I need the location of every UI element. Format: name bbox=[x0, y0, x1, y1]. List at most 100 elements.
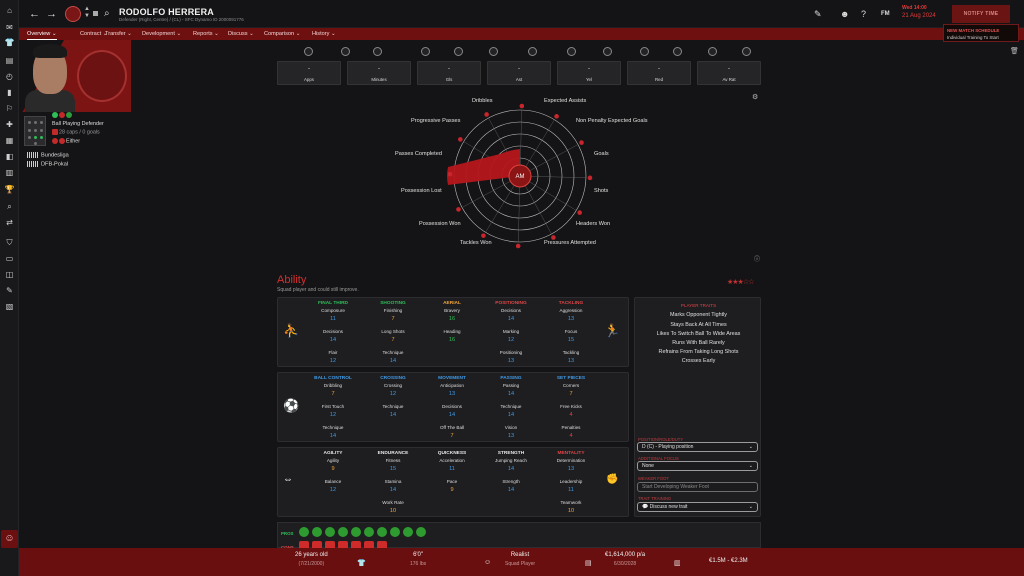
dev-centre-icon[interactable]: ◫ bbox=[5, 270, 14, 279]
con-trait-icon[interactable] bbox=[377, 541, 387, 550]
attr-name[interactable]: Penalties bbox=[561, 425, 581, 430]
attr-name[interactable]: Corners bbox=[562, 383, 580, 388]
attr-name[interactable]: Decisions bbox=[501, 308, 521, 313]
stat-box-minutes[interactable]: - Minutes bbox=[347, 61, 411, 85]
con-trait-icon[interactable] bbox=[338, 541, 348, 550]
radar-axis-dot[interactable] bbox=[484, 112, 489, 117]
radar-axis-dot[interactable] bbox=[458, 137, 463, 142]
pro-trait-icon[interactable] bbox=[390, 527, 400, 537]
stat-category-icon[interactable] bbox=[373, 47, 382, 56]
attr-name[interactable]: Balance bbox=[324, 479, 342, 484]
manager-avatar[interactable]: ☺ bbox=[1, 530, 18, 548]
radar-axis-dot[interactable] bbox=[481, 233, 486, 238]
menu-square-icon[interactable] bbox=[93, 11, 98, 16]
trophy-icon[interactable]: 🏆 bbox=[4, 185, 15, 194]
pro-trait-icon[interactable] bbox=[364, 527, 374, 537]
radar-axis-dot[interactable] bbox=[579, 140, 584, 145]
stat-category-icon[interactable] bbox=[708, 47, 717, 56]
con-trait-icon[interactable] bbox=[299, 541, 309, 550]
staff-icon[interactable]: ▮ bbox=[7, 88, 12, 97]
fm-logo[interactable]: FM bbox=[881, 11, 890, 17]
tab-overview[interactable]: Overview ⌄ bbox=[27, 28, 57, 40]
pro-trait-icon[interactable] bbox=[325, 527, 335, 537]
attr-name[interactable]: Composure bbox=[321, 308, 345, 313]
attr-name[interactable]: Positioning bbox=[499, 350, 523, 355]
con-trait-icon[interactable] bbox=[312, 541, 322, 550]
pro-trait-icon[interactable] bbox=[403, 527, 413, 537]
attr-name[interactable]: Flair bbox=[328, 350, 338, 355]
attr-name[interactable]: Decisions bbox=[442, 404, 462, 409]
tab-comparison[interactable]: Comparison ⌄ bbox=[264, 31, 301, 37]
stat-category-icon[interactable] bbox=[567, 47, 576, 56]
tactics-icon[interactable]: ▤ bbox=[5, 56, 14, 65]
forward-arrow-icon[interactable]: → bbox=[46, 8, 57, 20]
stat-category-icon[interactable] bbox=[421, 47, 430, 56]
competition-dfb-pokal[interactable]: DFB-Pokal bbox=[27, 161, 68, 167]
home-icon[interactable]: ⌂ bbox=[7, 6, 12, 15]
attr-name[interactable]: Marking bbox=[502, 329, 520, 334]
attr-name[interactable]: Passing bbox=[502, 383, 520, 388]
stat-category-icon[interactable] bbox=[304, 47, 313, 56]
tab-transfer[interactable]: Transfer ⌄ bbox=[105, 31, 132, 37]
report-icon[interactable]: ✎ bbox=[6, 286, 13, 295]
stat-category-icon[interactable] bbox=[454, 47, 463, 56]
attr-name[interactable]: Off The Ball bbox=[439, 425, 465, 430]
pro-trait-icon[interactable] bbox=[338, 527, 348, 537]
training-icon[interactable]: ⚐ bbox=[5, 104, 14, 113]
stat-box-yel[interactable]: - Yel bbox=[557, 61, 621, 85]
con-trait-icon[interactable] bbox=[325, 541, 335, 550]
con-trait-icon[interactable] bbox=[351, 541, 361, 550]
medical-icon[interactable]: ✚ bbox=[6, 120, 13, 129]
stat-category-icon[interactable] bbox=[341, 47, 350, 56]
pro-trait-icon[interactable] bbox=[377, 527, 387, 537]
stat-category-icon[interactable] bbox=[528, 47, 537, 56]
data-hub-icon[interactable]: ▧ bbox=[5, 302, 14, 311]
inbox-icon[interactable]: ✉ bbox=[6, 23, 13, 32]
attr-name[interactable]: Fitness bbox=[385, 458, 401, 463]
discuss-trait-select[interactable]: 💬 Discuss new trait ⌄ bbox=[637, 502, 758, 512]
attr-name[interactable]: Vision bbox=[504, 425, 518, 430]
attr-name[interactable]: Agility bbox=[326, 458, 340, 463]
tab-reports[interactable]: Reports ⌄ bbox=[193, 31, 219, 37]
position-map[interactable] bbox=[24, 116, 46, 146]
attr-name[interactable]: Leadership bbox=[559, 479, 583, 484]
settings-gear-icon[interactable]: ⚙ bbox=[752, 94, 759, 101]
pro-trait-icon[interactable] bbox=[351, 527, 361, 537]
attr-name[interactable]: Determination bbox=[556, 458, 586, 463]
tab-discuss[interactable]: Discuss ⌄ bbox=[228, 31, 254, 37]
scouting-icon[interactable]: ⌕ bbox=[7, 202, 12, 211]
attr-name[interactable]: Jumping Reach bbox=[495, 458, 527, 463]
weaker-foot-select[interactable]: Start Developing Weaker Foot bbox=[637, 482, 758, 492]
competition-bundesliga[interactable]: Bundesliga bbox=[27, 152, 69, 158]
attr-name[interactable]: Technique bbox=[322, 425, 344, 430]
stat-box-av-rat[interactable]: - Av Rat bbox=[697, 61, 761, 85]
help-icon[interactable]: ? bbox=[861, 9, 867, 19]
stat-box-apps[interactable]: - Apps bbox=[277, 61, 341, 85]
info-icon[interactable]: ⓘ bbox=[754, 257, 761, 263]
dynamics-icon[interactable]: ◴ bbox=[6, 72, 13, 81]
competitions-icon[interactable]: ▥ bbox=[5, 168, 14, 177]
attr-name[interactable]: Bravery bbox=[444, 308, 460, 313]
focus-select[interactable]: None ⌄ bbox=[637, 461, 758, 471]
up-down-arrows-icon[interactable]: ▲ ▼ bbox=[84, 6, 90, 19]
trash-icon[interactable]: 🗑 bbox=[1010, 48, 1019, 55]
stat-category-icon[interactable] bbox=[489, 47, 498, 56]
attr-name[interactable]: Pace bbox=[446, 479, 458, 484]
back-arrow-icon[interactable]: ← bbox=[29, 8, 40, 20]
attr-name[interactable]: First Touch bbox=[321, 404, 345, 409]
radar-axis-dot[interactable] bbox=[515, 243, 521, 249]
attr-name[interactable]: Tackling bbox=[562, 350, 580, 355]
attr-name[interactable]: Finishing bbox=[383, 308, 403, 313]
stat-box-red[interactable]: - Red bbox=[627, 61, 691, 85]
stat-box-ast[interactable]: - Ast bbox=[487, 61, 551, 85]
search-icon[interactable]: ⌕ bbox=[104, 8, 110, 19]
attr-name[interactable]: Stamina bbox=[384, 479, 402, 484]
position-select[interactable]: D (C) - Playing position ⌄ bbox=[637, 442, 758, 452]
schedule-icon[interactable]: ▦ bbox=[5, 136, 14, 145]
attr-name[interactable]: Acceleration bbox=[439, 458, 465, 463]
radar-axis-dot[interactable] bbox=[551, 235, 556, 240]
edit-icon[interactable]: ✎ bbox=[814, 9, 822, 19]
attr-name[interactable]: Dribbling bbox=[323, 383, 343, 388]
club-badge-icon[interactable] bbox=[65, 6, 81, 22]
attr-name[interactable]: Crossing bbox=[383, 383, 403, 388]
